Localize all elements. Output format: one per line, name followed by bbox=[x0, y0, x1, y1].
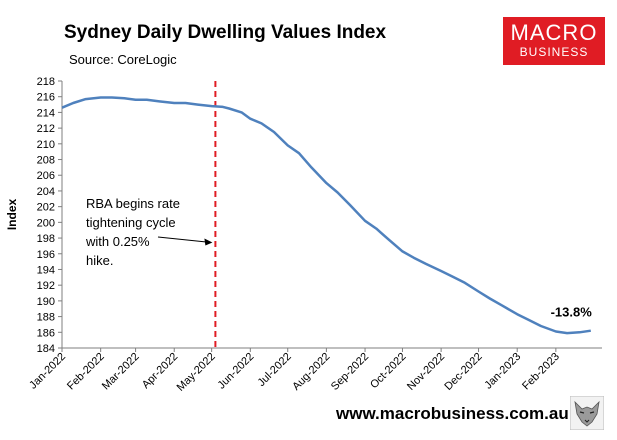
y-axis-title: Index bbox=[5, 199, 19, 231]
x-axis: Jan-2022Feb-2022Mar-2022Apr-2022May-2022… bbox=[27, 347, 602, 394]
y-tick-label: 208 bbox=[37, 155, 55, 167]
x-tick-label: Jun-2022 bbox=[216, 351, 257, 392]
series-line bbox=[61, 96, 591, 335]
x-tick-label: May-2022 bbox=[175, 351, 218, 394]
rba-annotation-arrow bbox=[157, 236, 207, 243]
y-tick-label: 186 bbox=[37, 327, 55, 339]
x-tick-label: Nov-2022 bbox=[405, 351, 447, 393]
y-tick-label: 200 bbox=[37, 217, 55, 229]
logo-text-macro: MACRO bbox=[510, 20, 598, 45]
annotations: RBA begins rate tightening cycle with 0.25… bbox=[85, 196, 592, 320]
wolf-logo-icon bbox=[570, 396, 604, 430]
y-tick-label: 184 bbox=[37, 343, 55, 355]
series-lines bbox=[61, 96, 591, 335]
y-tick-label: 212 bbox=[37, 123, 55, 135]
y-tick-label: 218 bbox=[37, 76, 55, 88]
x-tick-label: Dec-2022 bbox=[442, 351, 484, 393]
rba-annotation-line: RBA begins rate bbox=[86, 196, 180, 211]
x-tick-label: Mar-2022 bbox=[100, 351, 142, 393]
y-tick-label: 192 bbox=[37, 280, 55, 292]
x-tick-label: Aug-2022 bbox=[290, 351, 332, 393]
chart-title: Sydney Daily Dwelling Values Index bbox=[64, 22, 387, 43]
x-tick-label: Jan-2023 bbox=[482, 351, 523, 392]
logo-text-business: BUSINESS bbox=[519, 45, 589, 59]
y-tick-label: 196 bbox=[37, 249, 55, 261]
y-tick-label: 202 bbox=[37, 202, 55, 214]
x-tick-label: Feb-2022 bbox=[65, 351, 107, 393]
change-label: -13.8% bbox=[551, 305, 593, 320]
rba-annotation-line: with 0.25% bbox=[85, 234, 150, 249]
y-tick-label: 210 bbox=[37, 139, 55, 151]
x-tick-label: Oct-2022 bbox=[368, 351, 408, 391]
rba-annotation-line: tightening cycle bbox=[86, 215, 176, 230]
footer-url: www.macrobusiness.com.au bbox=[336, 404, 569, 423]
chart-source: Source: CoreLogic bbox=[69, 52, 177, 67]
y-tick-label: 204 bbox=[37, 186, 55, 198]
x-tick-label: Feb-2023 bbox=[520, 351, 562, 393]
y-tick-label: 206 bbox=[37, 170, 55, 182]
macrobusiness-logo: MACRO BUSINESS bbox=[503, 17, 605, 65]
y-tick-label: 214 bbox=[37, 107, 55, 119]
x-tick-label: Sep-2022 bbox=[329, 351, 371, 393]
y-tick-label: 188 bbox=[37, 312, 55, 324]
y-tick-label: 216 bbox=[37, 92, 55, 104]
rba-annotation-line: hike. bbox=[86, 253, 113, 268]
y-axis: 184 186 188 190 192 194 196 198 200 202 204 206 208 2… bbox=[37, 76, 63, 355]
y-tick-label: 194 bbox=[37, 264, 55, 276]
y-tick-label: 198 bbox=[37, 233, 55, 245]
x-tick-label: Jan-2022 bbox=[27, 351, 68, 392]
rba-annotation-arrowhead bbox=[204, 238, 213, 246]
y-tick-label: 190 bbox=[37, 296, 55, 308]
x-tick-label: Jul-2022 bbox=[256, 351, 294, 389]
